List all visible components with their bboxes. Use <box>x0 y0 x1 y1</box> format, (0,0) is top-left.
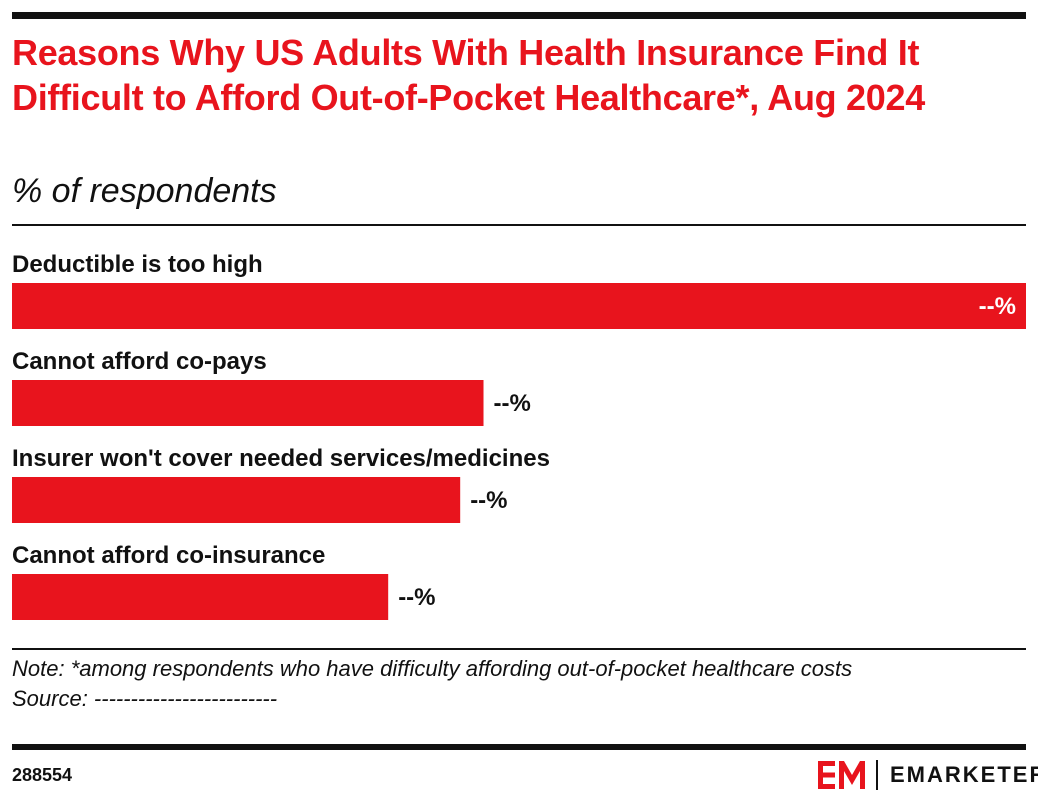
emarketer-logo: EMARKETER <box>818 760 1038 790</box>
category-label: Deductible is too high <box>12 251 263 278</box>
brand-name: EMARKETER <box>890 762 1038 787</box>
logo-divider <box>876 760 878 790</box>
value-label: --% <box>494 390 531 417</box>
bar-chart: Deductible is too high --% Cannot afford c… <box>12 251 1026 620</box>
value-label: --% <box>398 584 435 611</box>
bar <box>12 283 1026 329</box>
chart-title: Reasons Why US Adults With Health Insura… <box>12 32 925 118</box>
footer-rule <box>12 648 1026 650</box>
bar <box>12 380 484 426</box>
chart-id: 288554 <box>12 765 73 785</box>
bar <box>12 477 461 523</box>
bottom-rule <box>12 744 1026 750</box>
value-label: --% <box>979 293 1016 320</box>
bar <box>12 574 389 620</box>
chart-note: Note: *among respondents who have diffic… <box>12 656 853 681</box>
category-label: Insurer won't cover needed services/medi… <box>12 445 550 472</box>
em-logo-icon <box>818 761 865 789</box>
value-label: --% <box>470 487 507 514</box>
chart-subtitle: % of respondents <box>12 172 277 210</box>
category-label: Cannot afford co-pays <box>12 348 267 375</box>
header-rule <box>12 224 1026 226</box>
chart-source: Source: ------------------------- <box>12 686 278 711</box>
top-rule <box>12 12 1026 19</box>
category-label: Cannot afford co-insurance <box>12 542 325 569</box>
